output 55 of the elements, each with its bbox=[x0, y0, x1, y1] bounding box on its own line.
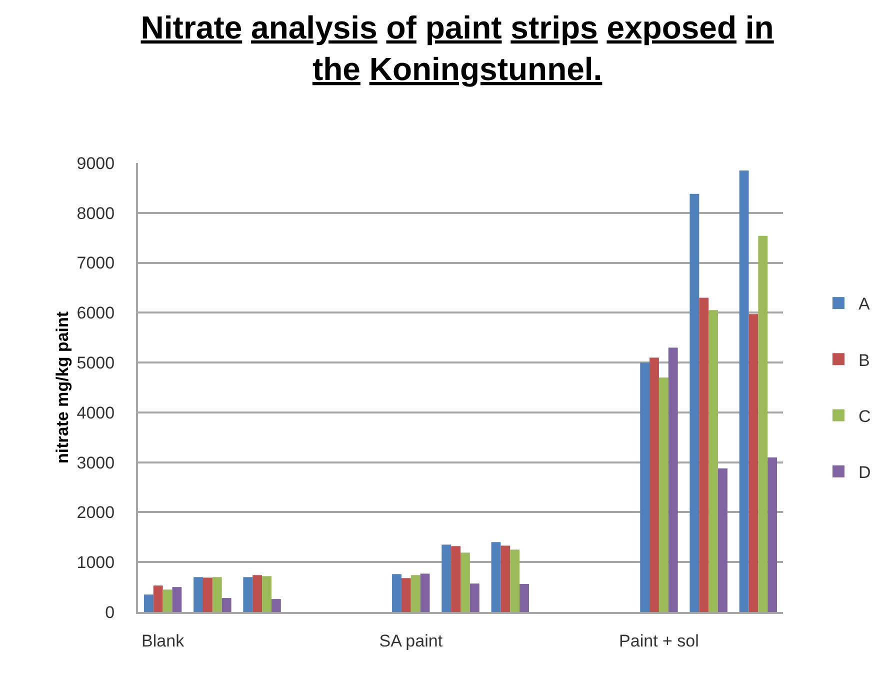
bar bbox=[699, 298, 709, 612]
bar bbox=[144, 594, 154, 612]
bar bbox=[658, 378, 668, 612]
y-tick-label: 5000 bbox=[76, 354, 115, 373]
bar bbox=[668, 348, 678, 612]
bar bbox=[252, 575, 262, 612]
bar bbox=[392, 574, 402, 612]
legend-label: C bbox=[858, 406, 871, 426]
y-tick-label: 7000 bbox=[76, 254, 115, 273]
y-tick-label: 4000 bbox=[76, 403, 115, 422]
bar bbox=[748, 314, 758, 612]
y-tick-label: 0 bbox=[105, 602, 115, 622]
x-tick-label: Blank bbox=[142, 631, 185, 650]
bar bbox=[420, 574, 430, 612]
bar bbox=[470, 584, 480, 612]
bar bbox=[460, 552, 470, 612]
bar bbox=[520, 584, 529, 612]
bar bbox=[153, 586, 163, 612]
bar bbox=[222, 598, 232, 612]
y-tick-label: 9000 bbox=[76, 154, 115, 173]
bar bbox=[410, 575, 420, 612]
bar bbox=[271, 599, 281, 612]
bar bbox=[768, 457, 778, 612]
bar bbox=[243, 577, 253, 612]
bar bbox=[442, 544, 452, 612]
legend-label: D bbox=[858, 462, 871, 482]
bar bbox=[203, 578, 212, 612]
bar bbox=[708, 310, 718, 612]
bar bbox=[758, 236, 768, 612]
y-tick-label: 3000 bbox=[76, 453, 115, 472]
bar bbox=[194, 577, 203, 612]
legend-label: A bbox=[858, 294, 870, 314]
bar bbox=[451, 546, 460, 612]
legend-label: B bbox=[858, 350, 870, 370]
chart-title: Nitrate analysis of paint strips exposed in the Koningstunnel. bbox=[140, 9, 774, 87]
bar bbox=[510, 550, 520, 612]
bar bbox=[172, 587, 182, 612]
bar bbox=[212, 577, 222, 612]
bar bbox=[491, 542, 501, 612]
y-tick-label: 2000 bbox=[76, 503, 115, 522]
bar bbox=[262, 576, 272, 612]
bar bbox=[718, 468, 728, 612]
x-tick-label: SA paint bbox=[379, 631, 443, 650]
y-tick-label: 6000 bbox=[76, 304, 115, 323]
bar bbox=[739, 170, 749, 612]
bar bbox=[162, 590, 172, 612]
bar bbox=[650, 358, 659, 612]
x-tick-label: Paint + sol bbox=[619, 631, 699, 650]
bar bbox=[500, 546, 510, 612]
bar bbox=[690, 194, 700, 612]
bar bbox=[640, 362, 650, 612]
y-tick-label: 1000 bbox=[76, 553, 115, 572]
bar bbox=[401, 578, 411, 612]
y-axis-title: nitrate mg/kg paint bbox=[52, 311, 72, 464]
y-tick-label: 8000 bbox=[76, 204, 115, 223]
